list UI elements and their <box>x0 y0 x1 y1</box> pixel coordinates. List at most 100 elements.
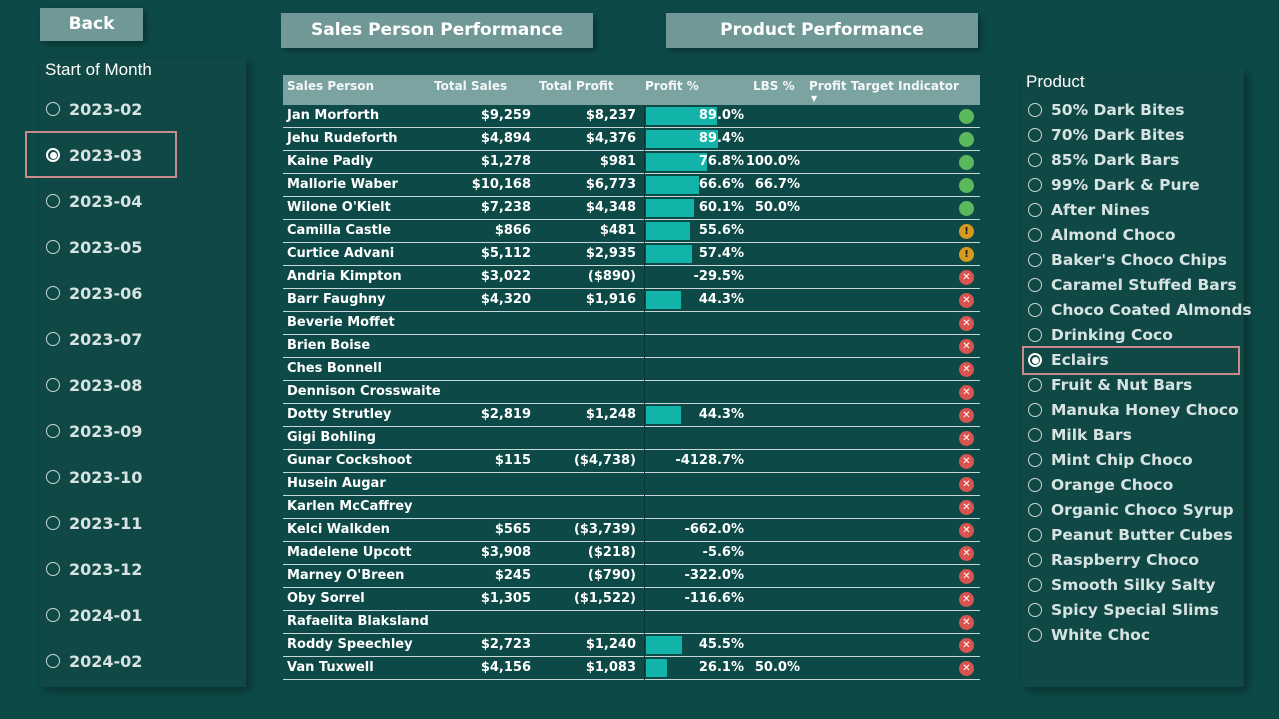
table-row[interactable]: Marney O'Breen $245 ($790) -322.0% ✕ <box>283 565 980 588</box>
radio-icon[interactable] <box>1028 202 1042 217</box>
header-lbs-pct[interactable]: LBS % <box>753 79 795 93</box>
month-option[interactable]: 2023-07 <box>46 324 142 354</box>
product-option[interactable]: 50% Dark Bites <box>1028 97 1184 122</box>
product-option[interactable]: Organic Choco Syrup <box>1028 497 1234 522</box>
table-row[interactable]: Jehu Rudeforth $4,894 $4,376 89.4% <box>283 128 980 151</box>
table-row[interactable]: Husein Augar ✕ <box>283 473 980 496</box>
radio-icon[interactable] <box>46 424 60 438</box>
radio-icon[interactable] <box>46 286 60 300</box>
table-row[interactable]: Kelci Walkden $565 ($3,739) -662.0% ✕ <box>283 519 980 542</box>
product-option[interactable]: Fruit & Nut Bars <box>1028 372 1192 397</box>
table-row[interactable]: Madelene Upcott $3,908 ($218) -5.6% ✕ <box>283 542 980 565</box>
product-option[interactable]: Milk Bars <box>1028 422 1132 447</box>
radio-icon[interactable] <box>1028 477 1042 492</box>
radio-icon[interactable] <box>46 240 60 254</box>
radio-icon[interactable] <box>46 378 60 392</box>
month-option[interactable]: 2023-11 <box>46 508 142 538</box>
product-option[interactable]: Choco Coated Almonds <box>1028 297 1252 322</box>
product-option[interactable]: Spicy Special Slims <box>1028 597 1219 622</box>
product-option[interactable]: Caramel Stuffed Bars <box>1028 272 1237 297</box>
radio-icon[interactable] <box>1028 402 1042 417</box>
radio-icon[interactable] <box>1028 552 1042 567</box>
product-performance-button[interactable]: Product Performance <box>666 13 978 48</box>
table-row[interactable]: Curtice Advani $5,112 $2,935 57.4%! <box>283 243 980 266</box>
radio-icon[interactable] <box>46 470 60 484</box>
table-row[interactable]: Barr Faughny $4,320 $1,916 44.3% ✕ <box>283 289 980 312</box>
table-row[interactable]: Dotty Strutley $2,819 $1,248 44.3% ✕ <box>283 404 980 427</box>
header-total-sales[interactable]: Total Sales <box>434 79 508 93</box>
radio-icon[interactable] <box>46 148 60 162</box>
product-option[interactable]: Orange Choco <box>1028 472 1173 497</box>
month-option[interactable]: 2023-04 <box>46 186 142 216</box>
radio-icon[interactable] <box>46 654 60 668</box>
radio-icon[interactable] <box>1028 102 1042 117</box>
table-row[interactable]: Andria Kimpton $3,022 ($890) -29.5% ✕ <box>283 266 980 289</box>
product-option[interactable]: Drinking Coco <box>1028 322 1173 347</box>
radio-icon[interactable] <box>1028 577 1042 592</box>
table-row[interactable]: Van Tuxwell $4,156 $1,083 26.1% 50.0% ✕ <box>283 657 980 680</box>
product-option[interactable]: Peanut Butter Cubes <box>1028 522 1233 547</box>
product-option[interactable]: Raspberry Choco <box>1028 547 1199 572</box>
radio-icon[interactable] <box>46 562 60 576</box>
table-row[interactable]: Gigi Bohling ✕ <box>283 427 980 450</box>
table-row[interactable]: Gunar Cockshoot $115 ($4,738) -4128.7% ✕ <box>283 450 980 473</box>
radio-icon[interactable] <box>1028 602 1042 617</box>
product-option[interactable]: Baker's Choco Chips <box>1028 247 1227 272</box>
table-row[interactable]: Kaine Padly $1,278 $981 76.8% 100.0% <box>283 151 980 174</box>
product-option[interactable]: White Choc <box>1028 622 1150 647</box>
radio-icon[interactable] <box>46 194 60 208</box>
month-option[interactable]: 2023-05 <box>46 232 142 262</box>
product-option[interactable]: After Nines <box>1028 197 1150 222</box>
header-sales-person[interactable]: Sales Person <box>287 79 375 93</box>
month-option[interactable]: 2023-12 <box>46 554 142 584</box>
radio-icon[interactable] <box>1028 252 1042 267</box>
radio-icon[interactable] <box>1028 427 1042 442</box>
table-row[interactable]: Rafaelita Blaksland ✕ <box>283 611 980 634</box>
product-option[interactable]: Almond Choco <box>1028 222 1176 247</box>
table-row[interactable]: Roddy Speechley $2,723 $1,240 45.5% ✕ <box>283 634 980 657</box>
product-option[interactable]: 85% Dark Bars <box>1028 147 1179 172</box>
table-row[interactable]: Ches Bonnell ✕ <box>283 358 980 381</box>
header-total-profit[interactable]: Total Profit <box>539 79 614 93</box>
radio-icon[interactable] <box>46 516 60 530</box>
table-row[interactable]: Jan Morforth $9,259 $8,237 89.0% <box>283 105 980 128</box>
product-option[interactable]: 70% Dark Bites <box>1028 122 1184 147</box>
radio-icon[interactable] <box>1028 527 1042 542</box>
radio-icon[interactable] <box>46 608 60 622</box>
table-row[interactable]: Brien Boise ✕ <box>283 335 980 358</box>
product-option[interactable]: Smooth Silky Salty <box>1028 572 1216 597</box>
radio-icon[interactable] <box>1028 352 1042 367</box>
radio-icon[interactable] <box>1028 302 1042 317</box>
month-option[interactable]: 2023-02 <box>46 94 142 124</box>
radio-icon[interactable] <box>1028 627 1042 642</box>
table-row[interactable]: Oby Sorrel $1,305 ($1,522) -116.6% ✕ <box>283 588 980 611</box>
radio-icon[interactable] <box>1028 502 1042 517</box>
header-profit-target-indicator[interactable]: Profit Target Indicator <box>809 79 959 93</box>
month-option[interactable]: 2024-01 <box>46 600 142 630</box>
month-option[interactable]: 2023-09 <box>46 416 142 446</box>
month-option[interactable]: 2023-06 <box>46 278 142 308</box>
table-row[interactable]: Wilone O'Kielt $7,238 $4,348 60.1% 50.0% <box>283 197 980 220</box>
month-option[interactable]: 2024-02 <box>46 646 142 676</box>
back-button[interactable]: Back <box>40 8 143 41</box>
radio-icon[interactable] <box>46 332 60 346</box>
product-option[interactable]: Mint Chip Choco <box>1028 447 1193 472</box>
radio-icon[interactable] <box>1028 177 1042 192</box>
table-row[interactable]: Camilla Castle $866 $481 55.6%! <box>283 220 980 243</box>
table-row[interactable]: Mallorie Waber $10,168 $6,773 66.6% 66.7% <box>283 174 980 197</box>
radio-icon[interactable] <box>1028 277 1042 292</box>
radio-icon[interactable] <box>1028 327 1042 342</box>
radio-icon[interactable] <box>1028 452 1042 467</box>
radio-icon[interactable] <box>1028 227 1042 242</box>
table-row[interactable]: Karlen McCaffrey ✕ <box>283 496 980 519</box>
product-option[interactable]: 99% Dark & Pure <box>1028 172 1200 197</box>
sales-person-performance-button[interactable]: Sales Person Performance <box>281 13 593 48</box>
month-option[interactable]: 2023-10 <box>46 462 142 492</box>
radio-icon[interactable] <box>1028 377 1042 392</box>
month-option[interactable]: 2023-03 <box>46 140 142 170</box>
sort-descending-icon[interactable]: ▼ <box>811 94 818 103</box>
radio-icon[interactable] <box>46 102 60 116</box>
table-row[interactable]: Beverie Moffet ✕ <box>283 312 980 335</box>
product-option[interactable]: Manuka Honey Choco <box>1028 397 1239 422</box>
radio-icon[interactable] <box>1028 127 1042 142</box>
